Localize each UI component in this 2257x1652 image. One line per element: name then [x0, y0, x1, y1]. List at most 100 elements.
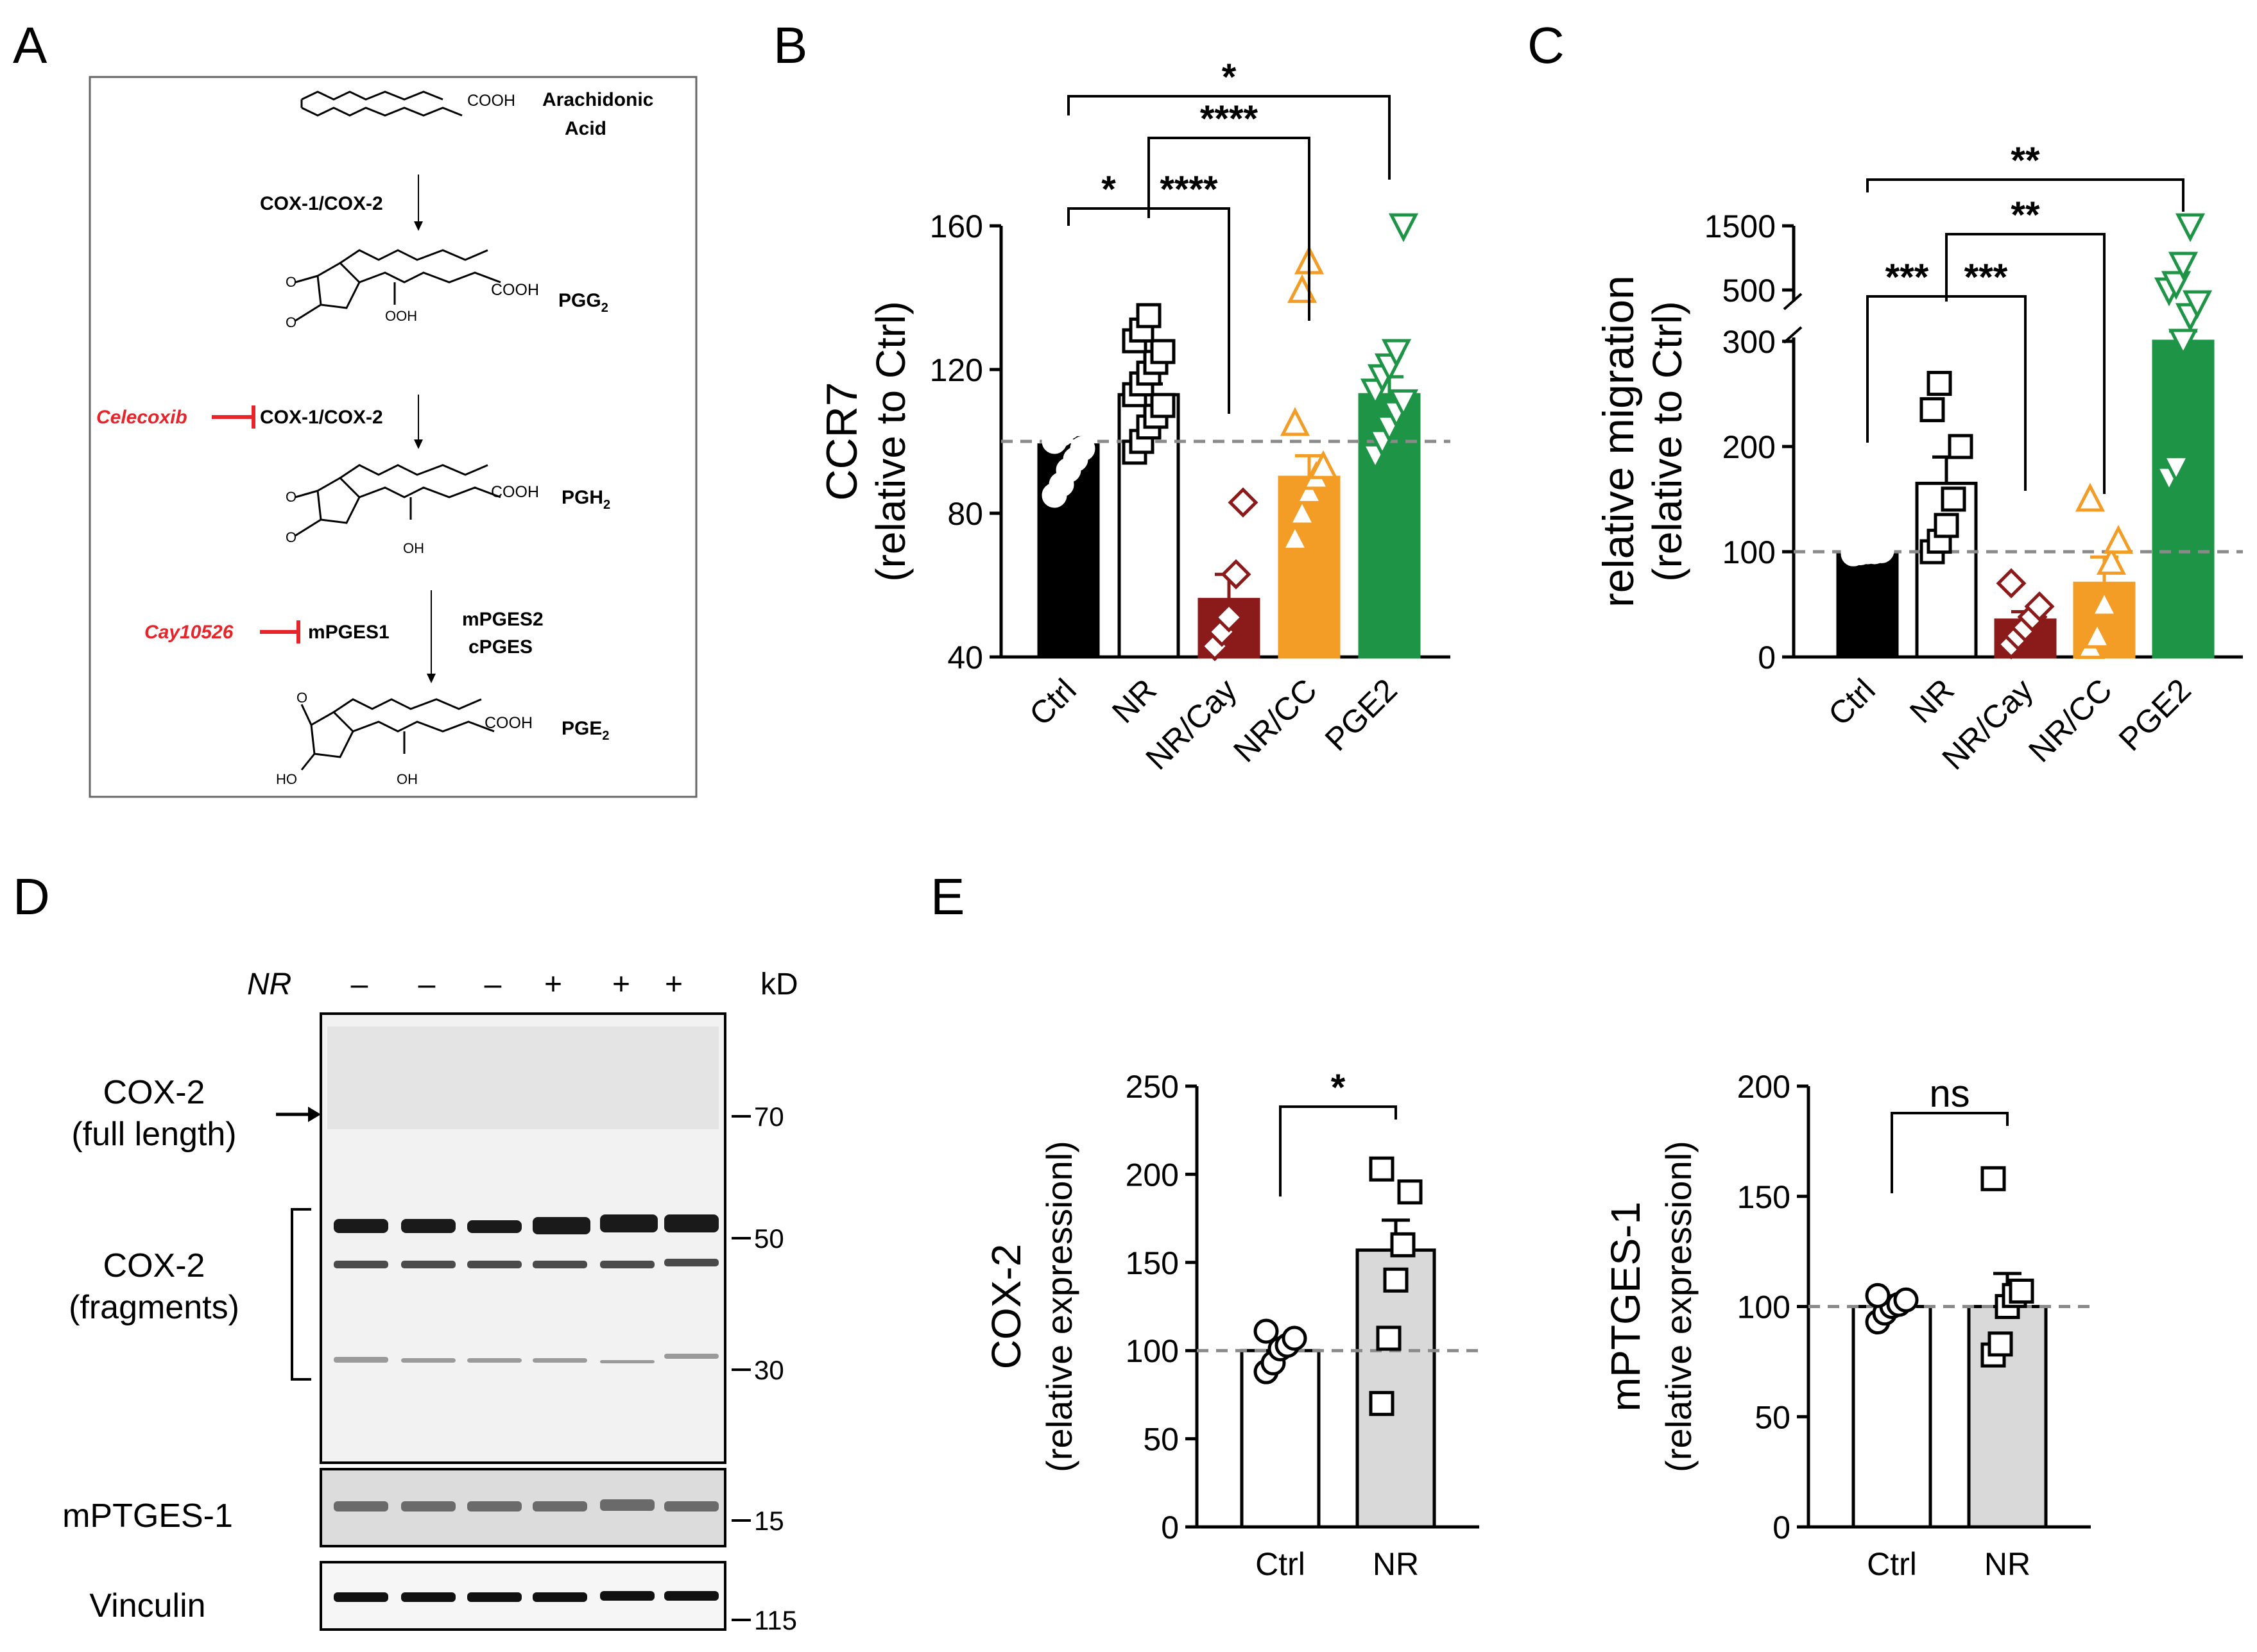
- data-point: [1919, 397, 1945, 423]
- data-point: [1980, 1166, 2006, 1191]
- y-tick-label: 100: [1126, 1333, 1179, 1369]
- pgg2-cooh: COOH: [491, 281, 539, 299]
- x-tick-label: NR: [1373, 1546, 1419, 1582]
- cox2-bands-45: [334, 1259, 719, 1268]
- lane-sign-3: –: [485, 967, 502, 1001]
- data-point: [1280, 407, 1310, 436]
- y-tick-label: 50: [1143, 1422, 1179, 1458]
- x-tick-label: Ctrl: [1022, 672, 1083, 733]
- arachidonic-label-2: Acid: [565, 118, 606, 139]
- pgh2-label: PGH2: [562, 487, 610, 512]
- data-point: [2161, 455, 2192, 484]
- data-point: [2082, 619, 2113, 649]
- data-point: [1150, 393, 1176, 418]
- significance-bracket: [1945, 233, 2106, 494]
- kd-label: kD: [760, 967, 798, 1001]
- data-point: [1941, 486, 1966, 512]
- data-point: [1308, 450, 1339, 479]
- data-point: [1070, 400, 1095, 425]
- y-tick-label: 80: [947, 496, 983, 532]
- bar: [1915, 481, 1978, 659]
- data-point: [2024, 591, 2055, 622]
- pgg2-label: PGG2: [558, 290, 608, 315]
- cay-label: Cay10526: [144, 622, 234, 643]
- panel-c-letter: C: [1527, 17, 1565, 74]
- y-axis-subtitle: (relative to Ctrl): [1644, 301, 1690, 581]
- arachidonic-cooh: COOH: [467, 92, 515, 110]
- x-tick-label: NR/Cay: [1138, 672, 1243, 776]
- data-point: [2168, 328, 2199, 358]
- significance-bracket: [1945, 295, 2027, 491]
- pgh2-o1: O: [286, 489, 296, 505]
- cox-step-1: COX-1/COX-2: [260, 193, 383, 214]
- pgh2-cooh: COOH: [491, 483, 539, 501]
- data-point: [1893, 1287, 1919, 1313]
- significance-label: *: [1331, 1067, 1346, 1109]
- data-point: [2168, 251, 2199, 281]
- data-point: [1228, 487, 1258, 518]
- y-axis-title: CCR7: [818, 382, 866, 500]
- data-point: [1383, 1267, 1409, 1293]
- significance-label: *: [1222, 56, 1237, 98]
- data-point: [2089, 588, 2120, 617]
- pge2-oh: OH: [397, 771, 418, 787]
- fragments-bracket: [291, 1208, 311, 1381]
- data-point: [1376, 1325, 1402, 1351]
- y-tick-label: 100: [1737, 1290, 1790, 1325]
- x-tick-label: PGE2: [1318, 672, 1404, 758]
- pge2-ho: HO: [276, 771, 297, 787]
- significance-label: ****: [1200, 98, 1258, 140]
- x-tick-label: Ctrl: [1255, 1546, 1305, 1582]
- panel-a-letter: A: [13, 17, 47, 74]
- data-point: [1369, 1391, 1395, 1417]
- significance-label: ***: [1885, 257, 1929, 298]
- bar: [1278, 475, 1341, 659]
- significance-label: *: [1101, 169, 1116, 210]
- marker-15: 15: [754, 1506, 784, 1536]
- data-point: [1042, 386, 1067, 411]
- data-point: [1287, 497, 1317, 526]
- y-axis-title: relative migration: [1594, 275, 1643, 608]
- bar: [1851, 1305, 1932, 1529]
- data-point: [2075, 482, 2106, 512]
- significance-bracket: [1279, 1105, 1397, 1196]
- bar: [1355, 1248, 1436, 1529]
- y-tick-label: 300: [1722, 324, 1776, 360]
- pge2-o: O: [296, 690, 307, 706]
- y-tick-label: 160: [930, 209, 983, 244]
- pge2-label: PGE2: [562, 718, 609, 743]
- significance-label: ns: [1929, 1072, 1970, 1115]
- x-tick-label: NR: [1105, 672, 1163, 730]
- y-tick-label: 100: [1722, 534, 1776, 570]
- y-tick-label: 200: [1737, 1069, 1790, 1105]
- x-tick-label: NR: [1903, 672, 1961, 730]
- marker-30: 30: [754, 1355, 784, 1385]
- chart-c: 0 100 200 300 500 1500 relative migration (rela…: [1594, 140, 2243, 777]
- lane-sign-5: +: [612, 967, 630, 1001]
- y-tick-label: 50: [1755, 1399, 1790, 1435]
- data-point: [1063, 339, 1088, 364]
- y-tick-label: 200: [1722, 429, 1776, 465]
- data-point: [2009, 1278, 2034, 1304]
- panel-d-letter: D: [13, 868, 50, 925]
- data-point: [1150, 339, 1176, 364]
- significance-bracket: [1067, 95, 1391, 180]
- data-point: [1388, 389, 1419, 418]
- cox2-frag-label-1: COX-2: [103, 1247, 205, 1284]
- data-point: [1934, 513, 1959, 538]
- arrow-3-head: [427, 674, 436, 683]
- data-point: [1253, 1318, 1279, 1344]
- data-point: [2182, 290, 2213, 319]
- panel-e-letter: E: [931, 868, 965, 925]
- mptges-bands: [334, 1499, 719, 1511]
- y-tick-label: 150: [1737, 1179, 1790, 1215]
- data-point: [2096, 545, 2127, 575]
- bar: [2152, 339, 2215, 659]
- panel-b-letter: B: [773, 17, 807, 74]
- lane-sign-2: –: [418, 967, 436, 1001]
- data-point: [1287, 274, 1317, 303]
- data-point: [1221, 559, 1251, 590]
- data-point: [1869, 538, 1894, 563]
- data-point: [1388, 213, 1419, 243]
